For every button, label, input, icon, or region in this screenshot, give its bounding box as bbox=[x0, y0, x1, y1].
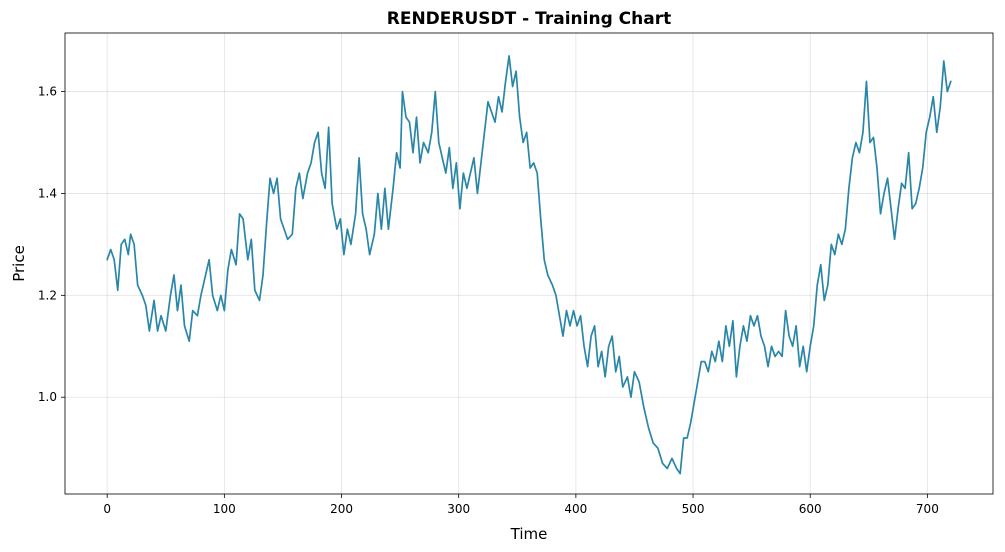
y-tick-label: 1.6 bbox=[38, 85, 57, 99]
x-tick-label: 700 bbox=[916, 502, 939, 516]
y-tick-label: 1.2 bbox=[38, 288, 57, 302]
plot-frame bbox=[64, 32, 994, 495]
x-axis-ticks: 0 100 200 300 400 500 600 700 bbox=[103, 494, 939, 516]
price-series-line bbox=[106, 55, 952, 475]
y-axis-ticks: 1.0 1.2 1.4 1.6 bbox=[38, 85, 65, 404]
y-axis-label: Price bbox=[10, 245, 28, 282]
x-tick-label: 0 bbox=[103, 502, 111, 516]
x-tick-label: 300 bbox=[447, 502, 470, 516]
series-layer bbox=[106, 55, 952, 475]
grid-layer bbox=[65, 33, 993, 494]
chart-title: RENDERUSDT - Training Chart bbox=[387, 9, 671, 29]
x-tick-label: 400 bbox=[564, 502, 587, 516]
y-tick-label: 1.0 bbox=[38, 390, 57, 404]
y-tick-label: 1.4 bbox=[38, 186, 57, 200]
x-tick-label: 100 bbox=[213, 502, 236, 516]
x-tick-label: 200 bbox=[330, 502, 353, 516]
x-axis-label: Time bbox=[510, 525, 548, 543]
x-tick-label: 500 bbox=[682, 502, 705, 516]
x-tick-label: 600 bbox=[799, 502, 822, 516]
